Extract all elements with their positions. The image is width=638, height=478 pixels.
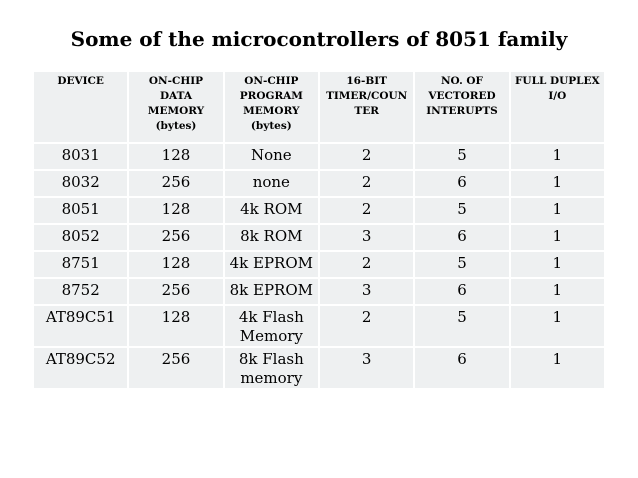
table-cell: 8751	[31, 250, 130, 279]
table-cell: 256	[127, 169, 225, 198]
table-cell: 5	[413, 250, 511, 279]
table-cell: 128	[127, 304, 225, 348]
header-row: DEVICE ON-CHIP DATA MEMORY (bytes) ON-CHIP…	[31, 70, 607, 144]
table-cell: 8752	[31, 277, 130, 306]
table-cell: 8051	[31, 196, 130, 225]
table-cell: 8k ROM	[222, 223, 320, 252]
table-row: 8051 128 4k ROM 2 5 1	[31, 196, 607, 225]
table-cell: 128	[127, 142, 225, 171]
table-cell: 3	[317, 223, 416, 252]
table-cell: 1	[508, 223, 607, 252]
table-cell: 128	[127, 196, 225, 225]
column-header: FULL DUPLEX I/O	[508, 70, 607, 144]
column-header: NO. OF VECTORED INTERUPTS	[413, 70, 511, 144]
table-cell: AT89C52	[31, 346, 130, 390]
table-cell: 3	[317, 277, 416, 306]
table-cell: 6	[413, 223, 511, 252]
table-cell: 8k Flash memory	[222, 346, 320, 390]
table-cell: none	[222, 169, 320, 198]
table-cell: 1	[508, 142, 607, 171]
table-cell: 5	[413, 304, 511, 348]
table-cell: 256	[127, 223, 225, 252]
table-cell: 4k Flash Memory	[222, 304, 320, 348]
table-header: DEVICE ON-CHIP DATA MEMORY (bytes) ON-CHIP…	[31, 70, 607, 144]
table-cell: 6	[413, 277, 511, 306]
table-cell: 5	[413, 196, 511, 225]
table-cell: 8032	[31, 169, 130, 198]
table-cell: None	[222, 142, 320, 171]
table-cell: 256	[127, 277, 225, 306]
slide-title: Some of the microcontrollers of 8051 fam…	[70, 27, 568, 51]
table-cell: 5	[413, 142, 511, 171]
column-header: ON-CHIP DATA MEMORY (bytes)	[127, 70, 225, 144]
table-cell: 8031	[31, 142, 130, 171]
table-cell: 2	[317, 250, 416, 279]
table-cell: 2	[317, 142, 416, 171]
table-cell: 1	[508, 277, 607, 306]
table-row: AT89C51 128 4k Flash Memory 2 5 1	[31, 304, 607, 348]
table-cell: 128	[127, 250, 225, 279]
table-cell: 2	[317, 169, 416, 198]
table-cell: 1	[508, 304, 607, 348]
table-body: 8031 128 None 2 5 1 8032 256 none 2 6 1 8051 128 4k RO…	[31, 142, 607, 390]
table-cell: 6	[413, 169, 511, 198]
table-row: AT89C52 256 8k Flash memory 3 6 1	[31, 346, 607, 390]
table-cell: 256	[127, 346, 225, 390]
table-row: 8032 256 none 2 6 1	[31, 169, 607, 198]
table-row: 8052 256 8k ROM 3 6 1	[31, 223, 607, 252]
table-cell: 2	[317, 304, 416, 348]
column-header: ON-CHIP PROGRAM MEMORY (bytes)	[222, 70, 320, 144]
table-row: 8752 256 8k EPROM 3 6 1	[31, 277, 607, 306]
table-cell: 3	[317, 346, 416, 390]
table-cell: 1	[508, 346, 607, 390]
table-cell: 2	[317, 196, 416, 225]
table-cell: 4k ROM	[222, 196, 320, 225]
comparison-table: DEVICE ON-CHIP DATA MEMORY (bytes) ON-CHIP…	[31, 70, 607, 390]
table-cell: AT89C51	[31, 304, 130, 348]
table-row: 8031 128 None 2 5 1	[31, 142, 607, 171]
column-header: 16-BIT TIMER/COUN TER	[317, 70, 416, 144]
table-cell: 1	[508, 169, 607, 198]
table-cell: 8052	[31, 223, 130, 252]
table-cell: 1	[508, 250, 607, 279]
table-cell: 8k EPROM	[222, 277, 320, 306]
table-cell: 1	[508, 196, 607, 225]
table-cell: 4k EPROM	[222, 250, 320, 279]
column-header: DEVICE	[31, 70, 130, 144]
table-cell: 6	[413, 346, 511, 390]
table-row: 8751 128 4k EPROM 2 5 1	[31, 250, 607, 279]
